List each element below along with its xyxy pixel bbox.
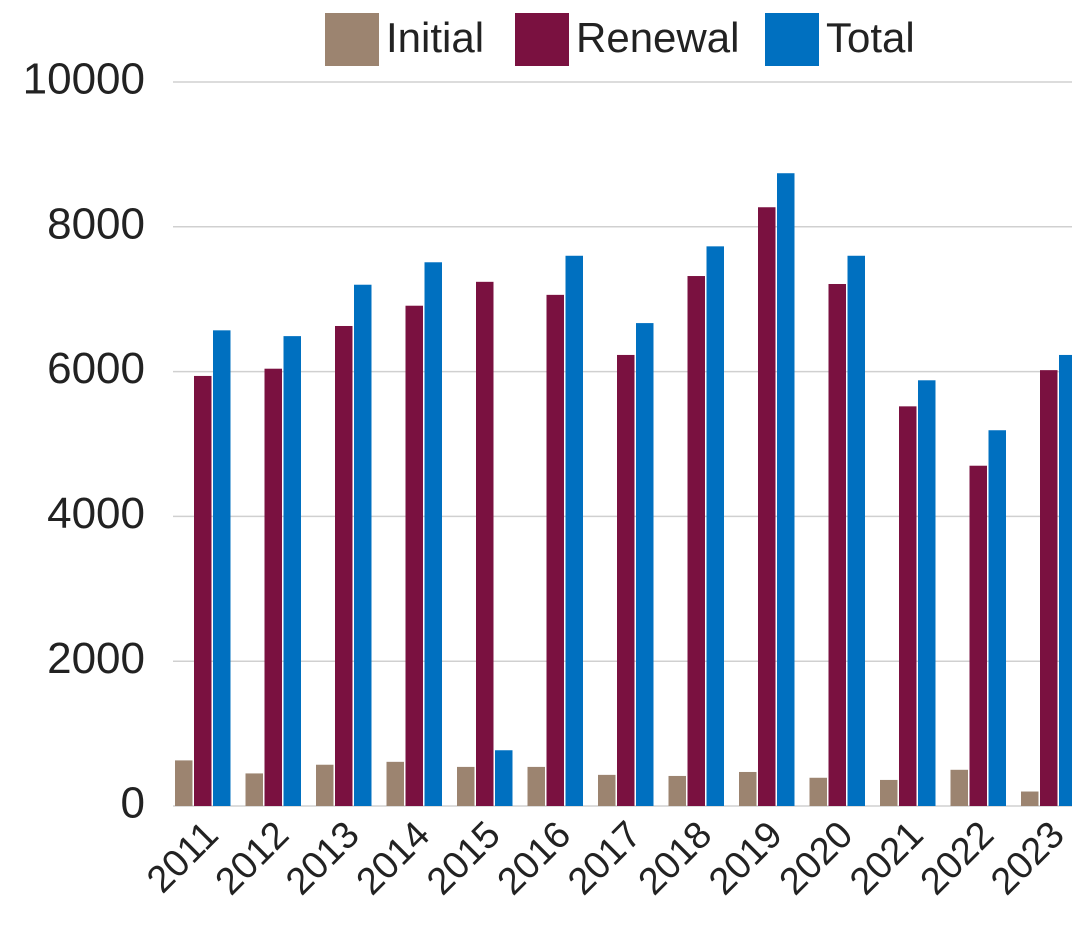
bar [405,305,423,806]
bar [1021,791,1039,806]
bar [739,771,757,806]
y-tick-label: 10000 [23,55,145,104]
bar [264,368,282,806]
legend-label: Total [826,14,915,61]
x-tick-label: 2012 [208,814,297,903]
bar [565,255,583,806]
bar [617,354,635,806]
bar [1040,370,1058,806]
legend-label: Initial [386,14,484,61]
legend-swatch [765,13,819,66]
x-tick-label: 2013 [278,814,367,903]
bar [687,276,705,807]
bar [354,284,372,807]
bar [1059,354,1072,806]
bar [527,766,545,806]
legend-label: Renewal [576,14,739,61]
legend-swatch [325,13,379,66]
y-tick-label: 6000 [47,344,145,393]
x-tick-label: 2020 [772,814,861,903]
bar [316,764,334,806]
bar [899,406,917,806]
bar [758,207,776,806]
bar [424,262,442,806]
bar [847,255,865,806]
bar [828,283,846,807]
bar [495,750,513,806]
bar [335,325,353,806]
bar [777,173,795,806]
x-tick-label: 2014 [349,814,438,903]
bar [476,281,494,807]
bar [918,380,936,806]
x-tick-label: 2016 [490,814,579,903]
bar [969,465,987,806]
x-tick-label: 2017 [560,814,649,903]
bar [457,766,475,806]
bar [194,375,212,806]
legend-swatch [515,13,569,66]
bar [213,330,231,806]
bar [950,769,968,806]
bar [809,777,827,806]
bar [245,773,263,806]
bar [283,336,301,806]
x-tick-label: 2022 [913,814,1002,903]
x-tick-label: 2018 [631,814,720,903]
y-tick-label: 2000 [47,634,145,683]
x-tick-label: 2021 [842,814,931,903]
bar [636,323,654,806]
x-tick-label: 2019 [701,814,790,903]
bar [175,760,193,806]
y-tick-label: 8000 [47,199,145,248]
x-tick-label: 2023 [983,814,1072,903]
bar [386,761,404,806]
bar [546,294,564,806]
y-tick-label: 4000 [47,489,145,538]
bar [988,430,1006,806]
bar [598,774,616,806]
y-tick-label: 0 [121,779,145,828]
bar [880,779,898,806]
bar [706,246,724,806]
x-tick-label: 2015 [419,814,508,903]
x-tick-label: 2011 [139,814,226,901]
bar [668,775,686,806]
